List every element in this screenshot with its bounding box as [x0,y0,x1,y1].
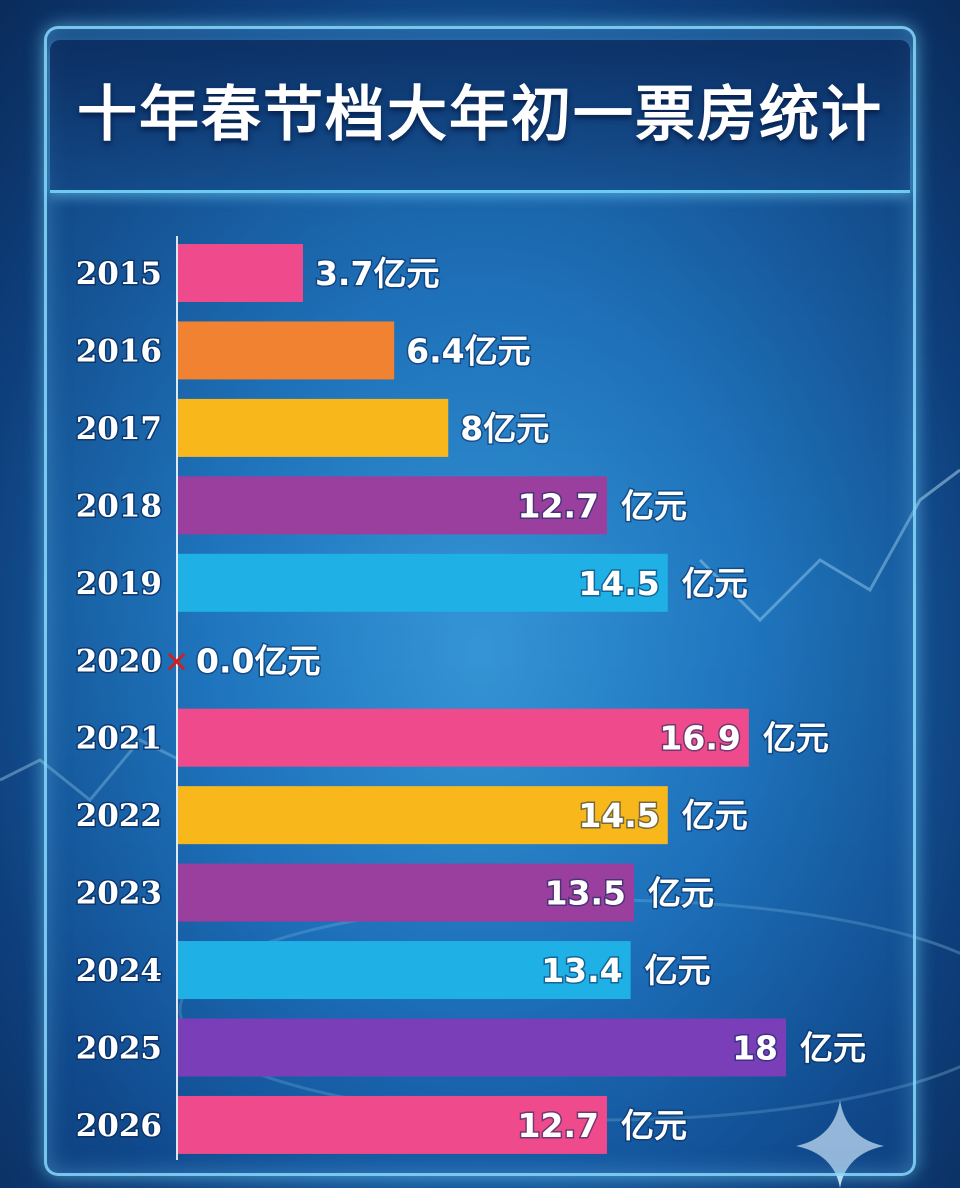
bar-2026 [178,1095,607,1154]
unit-label-2024: 亿元 [645,951,711,990]
unit-label-2021: 亿元 [763,719,829,758]
bar-2021 [178,708,749,767]
value-label-2021: 16.9 [659,719,740,758]
value-label-2015: 3.7亿元 [315,254,439,293]
value-label-2016: 6.4亿元 [406,331,530,370]
bar-2018 [178,476,607,535]
unit-label-2019: 亿元 [682,564,748,603]
year-label-2023: 2023 [76,876,162,912]
bar-2017 [178,398,449,457]
bar-2015 [178,244,303,302]
year-label-2019: 2019 [76,566,162,602]
sparkle-icon [796,1100,884,1188]
bar-2022 [178,786,668,845]
unit-label-2018: 亿元 [621,486,687,525]
bg-trend-line-right [698,468,960,623]
value-label-2018: 12.7 [518,486,599,525]
unit-label-2023: 亿元 [648,874,714,913]
chart-title: 十年春节档大年初一票房统计 [77,80,883,150]
year-label-2025: 2025 [76,1031,162,1067]
value-label-2020: 0.0亿元 [196,641,320,680]
value-label-2017: 8亿元 [460,409,549,448]
cross-icon: ✕ [164,645,189,680]
bar-2016 [178,321,395,380]
year-label-2018: 2018 [76,488,162,524]
unit-label-2022: 亿元 [682,796,748,835]
year-label-2017: 2017 [76,411,162,447]
title-band [50,40,910,193]
year-label-2024: 2024 [76,953,162,989]
year-label-2016: 2016 [76,333,162,369]
bar-2025 [178,1018,786,1077]
year-label-2021: 2021 [76,721,162,757]
value-label-2026: 12.7 [518,1106,599,1145]
bar-2019 [178,553,668,612]
value-label-2022: 14.5 [578,796,659,835]
value-label-2025: 18 [732,1029,778,1068]
year-label-2026: 2026 [76,1108,162,1144]
year-label-2020: 2020 [76,643,162,679]
value-label-2023: 13.5 [545,874,626,913]
bar-2024 [178,941,631,1000]
value-label-2024: 13.4 [541,951,622,990]
bar-2023 [178,863,634,922]
bg-trend-line-left [0,738,181,803]
year-label-2022: 2022 [76,798,162,834]
unit-label-2025: 亿元 [800,1029,866,1068]
unit-label-2026: 亿元 [621,1106,687,1145]
year-label-2015: 2015 [76,256,162,292]
value-label-2019: 14.5 [578,564,659,603]
